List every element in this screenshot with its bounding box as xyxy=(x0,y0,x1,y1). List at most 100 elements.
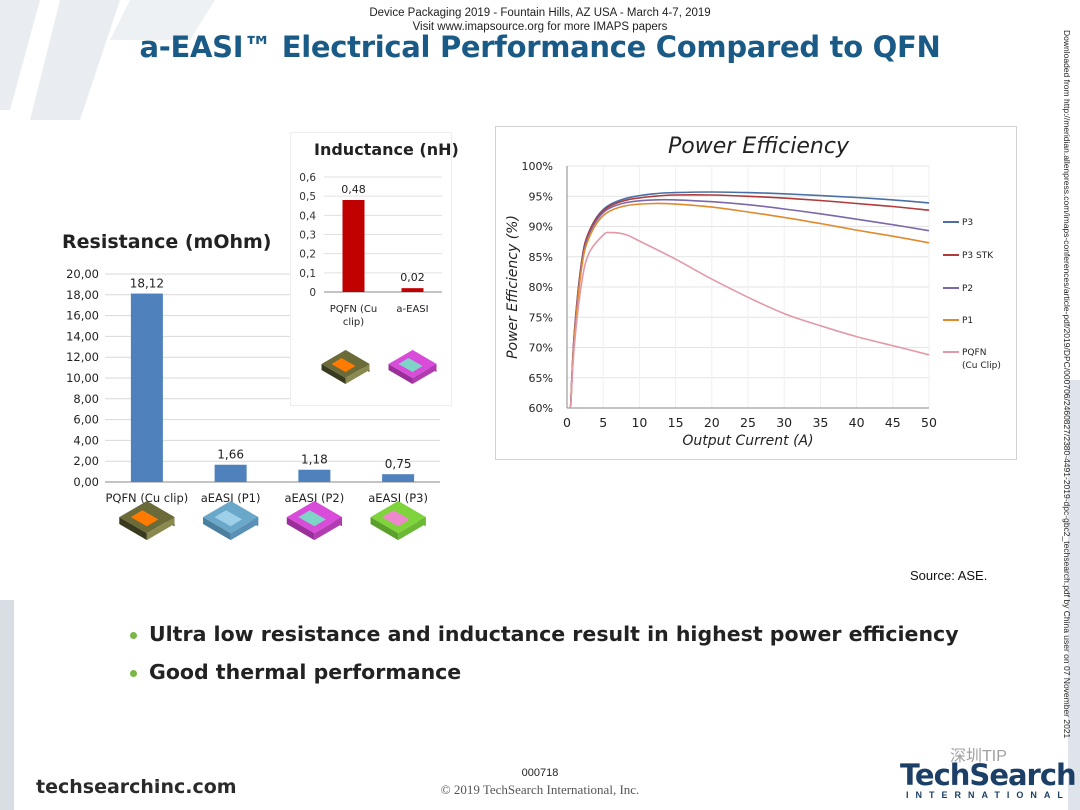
y-tick-label: 0,4 xyxy=(299,210,316,222)
footer-website: techsearchinc.com xyxy=(36,776,237,798)
y-tick-label: 0,3 xyxy=(299,230,316,242)
pqfn-package-icon-face xyxy=(321,364,346,384)
y-tick-label: 0,6 xyxy=(299,172,316,184)
x-tick-label: aEASI (P2) xyxy=(284,491,344,505)
background-stripes xyxy=(0,0,215,120)
bullet-dot-icon xyxy=(130,631,137,639)
aeasi-p3-package-icon-face xyxy=(398,517,426,541)
y-tick-label: 16,00 xyxy=(66,309,99,323)
data-label: 0,02 xyxy=(400,271,425,284)
y-tick-label: 2,00 xyxy=(73,454,99,468)
x-axis-label: Output Current (A) xyxy=(682,433,813,449)
data-label: 0,75 xyxy=(385,457,412,471)
bar xyxy=(298,469,331,482)
y-tick-label: 95% xyxy=(529,190,553,203)
y-tick-label: 70% xyxy=(529,342,553,355)
x-tick-label: 20 xyxy=(704,415,720,430)
x-tick-label: 0 xyxy=(563,415,571,430)
y-tick-label: 65% xyxy=(529,372,553,385)
data-label: 18,12 xyxy=(130,277,164,291)
aeasi-p3-package-icon xyxy=(370,501,426,541)
x-tick-label: 15 xyxy=(668,415,684,430)
data-label: 1,18 xyxy=(301,453,328,467)
data-label: 0,48 xyxy=(341,183,366,196)
x-tick-label: PQFN (Cu clip) xyxy=(105,491,188,505)
x-tick-label: clip) xyxy=(343,317,364,328)
logo-subtitle: INTERNATIONAL xyxy=(906,790,1070,800)
y-tick-label: 20,00 xyxy=(66,267,99,281)
bar xyxy=(130,293,163,482)
aeasi-p2-package-icon xyxy=(286,501,342,541)
pqfn-package-icon-face xyxy=(146,517,175,541)
resistance-chart-title: Resistance (mOhm) xyxy=(62,231,272,253)
conference-header: Device Packaging 2019 - Fountain Hills, … xyxy=(0,6,1080,34)
legend-label: PQFN xyxy=(962,348,986,358)
x-tick-label: 30 xyxy=(776,415,792,430)
bar xyxy=(382,474,415,482)
bar xyxy=(342,200,365,292)
y-tick-label: 12,00 xyxy=(66,350,99,364)
background-stripe-right xyxy=(1068,380,1080,810)
aeasi-p1-package-icon-face xyxy=(203,517,231,541)
legend-label: P1 xyxy=(962,316,973,326)
pqfn-package-icon xyxy=(119,501,175,541)
aeasi-package-icon-face xyxy=(412,364,437,384)
x-tick-label: 35 xyxy=(812,415,828,430)
download-note: Downloaded from http://meridian.allenpre… xyxy=(1062,30,1072,739)
y-tick-label: 100% xyxy=(522,160,553,173)
y-tick-label: 0,2 xyxy=(299,249,316,261)
power-efficiency-chart: 60% 65% 70% 75% 80% 85% 90% 95% 100% 0 5 10 15 20 25 30… xyxy=(505,160,1001,449)
slide-title: a-EASI™ Electrical Performance Compared … xyxy=(139,30,941,64)
y-tick-label: 75% xyxy=(529,311,553,324)
x-tick-label: 45 xyxy=(885,415,901,430)
techsearch-logo: TechSearch INTERNATIONAL xyxy=(900,740,1077,802)
y-tick-label: 18,00 xyxy=(66,288,99,302)
background-stripe-left xyxy=(0,600,14,810)
pqfn-package-icon xyxy=(321,350,370,384)
pqfn-package-icon-face xyxy=(331,358,356,372)
bullet-list: Ultra low resistance and inductance resu… xyxy=(130,622,959,698)
aeasi-p1-package-icon xyxy=(203,501,259,541)
y-tick-label: 85% xyxy=(529,251,553,264)
series-line xyxy=(569,202,930,409)
legend-label: P2 xyxy=(962,284,973,294)
y-tick-label: 0,1 xyxy=(299,268,316,280)
y-tick-label: 0,00 xyxy=(73,475,99,489)
series-line xyxy=(569,198,930,409)
bullet-text: Ultra low resistance and inductance resu… xyxy=(149,622,959,646)
y-tick-label: 0,5 xyxy=(299,191,316,203)
series-line xyxy=(569,191,930,409)
logo-name: TechSearch xyxy=(900,758,1077,792)
y-tick-label: 10,00 xyxy=(66,371,99,385)
power-efficiency-title: Power Efficiency xyxy=(668,134,849,159)
legend-label: P3 STK xyxy=(962,251,994,261)
x-tick-label: aEASI (P1) xyxy=(201,491,261,505)
y-tick-label: 80% xyxy=(529,281,553,294)
pqfn-package-icon-face xyxy=(130,510,159,527)
aeasi-package-icon xyxy=(388,350,437,384)
series-line xyxy=(569,231,930,409)
y-tick-label: 90% xyxy=(529,221,553,234)
aeasi-p2-package-icon-face xyxy=(314,517,342,541)
aeasi-p1-package-icon-face xyxy=(230,517,259,541)
y-tick-label: 8,00 xyxy=(73,392,99,406)
inductance-chart: 0 0,1 0,2 0,3 0,4 0,5 0,6 0,48 PQFN (Cu clip) 0,02… xyxy=(299,172,442,384)
resistance-chart: 0,00 2,00 4,00 6,00 8,00 10,00 12,00 14,00 16,00… xyxy=(66,267,440,541)
bullet-item: Ultra low resistance and inductance resu… xyxy=(130,622,959,646)
y-tick-label: 6,00 xyxy=(73,413,99,427)
x-tick-label: 5 xyxy=(599,415,607,430)
bar xyxy=(214,464,247,482)
power-efficiency-panel xyxy=(495,126,1017,460)
x-tick-label: 10 xyxy=(631,415,647,430)
page-number: 000718 xyxy=(521,767,559,779)
x-tick-label: 40 xyxy=(849,415,865,430)
copyright: © 2019 TechSearch International, Inc. xyxy=(440,782,640,797)
y-axis-label: Power Efficiency (%) xyxy=(505,215,521,359)
source-note: Source: ASE. xyxy=(910,568,988,583)
aeasi-p1-package-icon-face xyxy=(214,510,243,527)
legend-label: (Cu Clip) xyxy=(962,361,1001,371)
x-tick-label: PQFN (Cu xyxy=(330,304,378,315)
bar xyxy=(401,288,424,292)
legend-label: P3 xyxy=(962,218,973,228)
aeasi-p3-package-icon-face xyxy=(382,510,410,527)
